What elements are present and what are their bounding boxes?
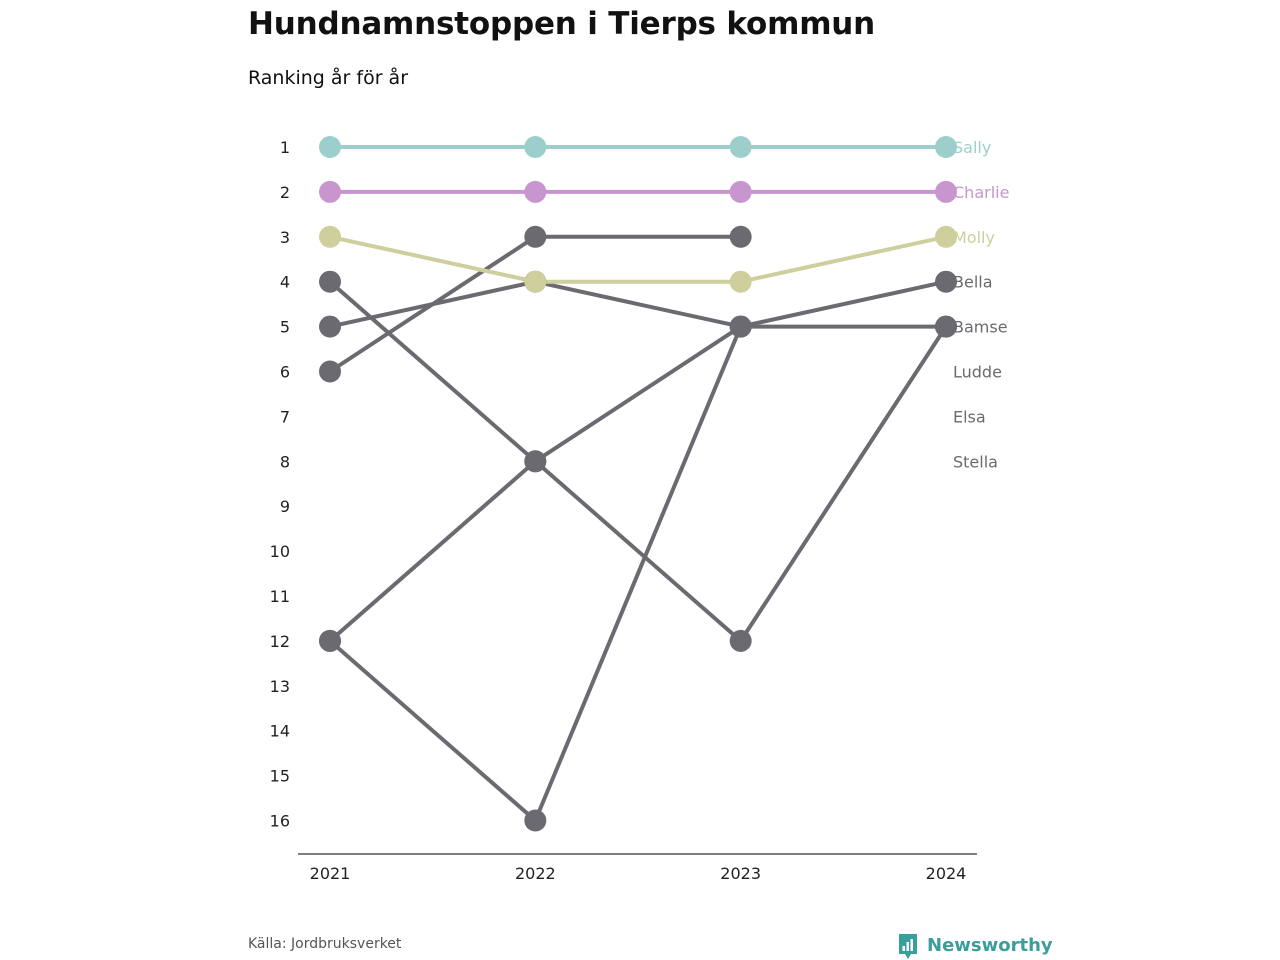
data-point-bamse	[524, 809, 547, 832]
end-label-bamse: Bamse	[953, 318, 1008, 337]
data-point-sally	[319, 136, 341, 158]
y-tick-label: 15	[270, 767, 290, 786]
data-point-elsa	[319, 629, 341, 652]
series-line-ludde	[328, 234, 743, 374]
brand-name: Newsworthy	[927, 934, 1053, 956]
series-line-bamse	[328, 324, 948, 823]
data-point-charlie	[524, 180, 547, 203]
series-line-bella	[328, 279, 948, 329]
end-label-ludde: Ludde	[953, 363, 1002, 382]
y-tick-label: 14	[270, 722, 290, 741]
data-point-stella	[935, 315, 957, 338]
data-point-ludde	[729, 225, 752, 248]
end-label-stella: Stella	[953, 452, 998, 471]
data-point-bella	[319, 315, 341, 338]
series-line-stella	[328, 279, 948, 643]
data-point-sally	[729, 136, 752, 158]
end-labels: Sally Charlie Molly Bella Bamse Ludde Elsa Stel…	[953, 138, 1009, 471]
chart-title: Hundnamnstoppen i Tierps kommun	[248, 6, 876, 42]
data-point-molly	[729, 270, 752, 293]
data-point-bella	[935, 270, 957, 293]
data-point-charlie	[935, 180, 957, 203]
data-point-elsa	[729, 315, 752, 338]
x-axis-ticks: 2021 2022 2023 2024	[310, 864, 967, 883]
data-point-charlie	[319, 180, 341, 203]
y-tick-label: 1	[280, 138, 290, 157]
y-tick-label: 13	[270, 677, 290, 696]
y-tick-label: 11	[270, 587, 290, 606]
y-tick-label: 16	[270, 812, 290, 831]
series-line-molly	[328, 234, 948, 284]
y-tick-label: 3	[280, 228, 290, 247]
y-tick-label: 4	[280, 273, 290, 292]
end-label-elsa: Elsa	[953, 407, 986, 426]
data-point-sally	[524, 136, 547, 158]
brand-logo[interactable]: Newsworthy	[897, 930, 1053, 960]
x-tick-label: 2021	[310, 864, 351, 883]
end-label-bella: Bella	[953, 273, 993, 292]
data-point-molly	[319, 225, 341, 248]
y-tick-label: 8	[280, 452, 290, 471]
bar-chart-speech-bubble-icon	[899, 934, 917, 959]
data-point-charlie	[729, 180, 752, 203]
end-label-charlie: Charlie	[953, 183, 1009, 202]
x-tick-label: 2024	[926, 864, 967, 883]
series-points	[319, 136, 957, 832]
data-point-stella	[729, 629, 752, 652]
data-point-molly	[524, 270, 547, 293]
data-point-molly	[935, 225, 957, 248]
data-point-stella	[319, 270, 341, 293]
data-point-stella	[524, 450, 547, 473]
y-tick-label: 2	[280, 183, 290, 202]
data-point-ludde	[319, 360, 341, 383]
x-tick-label: 2022	[515, 864, 556, 883]
data-point-sally	[935, 136, 957, 158]
y-tick-label: 5	[280, 318, 290, 337]
end-label-sally: Sally	[953, 138, 991, 157]
end-label-molly: Molly	[953, 228, 995, 247]
x-tick-label: 2023	[720, 864, 761, 883]
y-tick-label: 10	[270, 542, 290, 561]
source-note: Källa: Jordbruksverket	[248, 936, 402, 952]
data-point-ludde	[524, 225, 547, 248]
y-tick-label: 7	[280, 407, 290, 426]
y-tick-label: 9	[280, 497, 290, 516]
y-tick-label: 6	[280, 363, 290, 382]
series-lines	[328, 145, 948, 823]
y-tick-label: 12	[270, 632, 290, 651]
series-line-elsa	[328, 324, 743, 643]
chart-subtitle: Ranking år för år	[248, 67, 409, 89]
